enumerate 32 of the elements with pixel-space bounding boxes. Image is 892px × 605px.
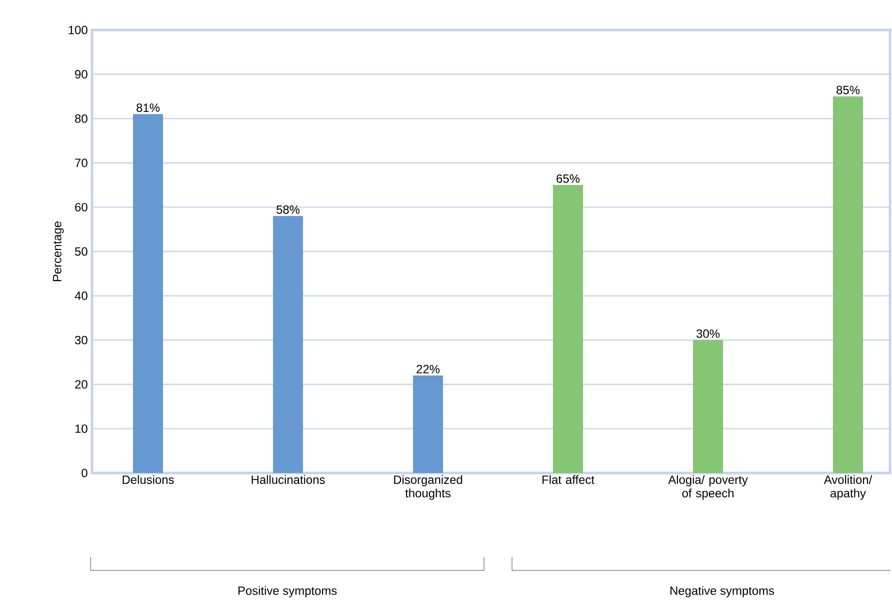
y-tick-label: 50 (75, 247, 88, 256)
y-tick-label: 70 (75, 158, 88, 168)
bar (133, 114, 164, 473)
x-tick-label: Flat affect (542, 475, 594, 484)
data-label: 30% (696, 329, 720, 338)
y-tick-label: 90 (75, 70, 88, 79)
bar (693, 340, 724, 473)
x-tick-label: Disorganized thoughts (394, 475, 462, 500)
y-tick-label: 30 (74, 336, 88, 344)
bar (413, 376, 444, 473)
y-tick-label: 20 (75, 380, 88, 389)
bar (273, 216, 304, 473)
bar (833, 96, 864, 473)
x-tick-label: Delusions (122, 475, 174, 484)
text: Negative symptoms (670, 586, 774, 598)
text: Positive symptoms (238, 586, 337, 598)
y-tick-label: 80 (75, 114, 88, 123)
y-tick-label: 100 (68, 26, 88, 34)
y-axis-title: Percentage (53, 221, 64, 282)
x-tick-label: Hallucinations (252, 475, 325, 484)
data-label: 81% (136, 103, 160, 112)
bar (553, 185, 584, 473)
x-tick-label: Alogia/ poverty of speech (668, 475, 748, 500)
data-label: 85% (836, 86, 860, 94)
y-tick-label: 40 (74, 292, 88, 300)
y-tick-label: 10 (75, 424, 88, 433)
y-tick-label: 60 (75, 202, 88, 212)
y-tick-label: 0 (82, 468, 88, 478)
data-label: 65% (556, 174, 580, 183)
data-label: 22% (416, 364, 440, 374)
x-tick-label: Avolition/ apathy (824, 475, 872, 500)
data-label: 58% (276, 205, 300, 214)
